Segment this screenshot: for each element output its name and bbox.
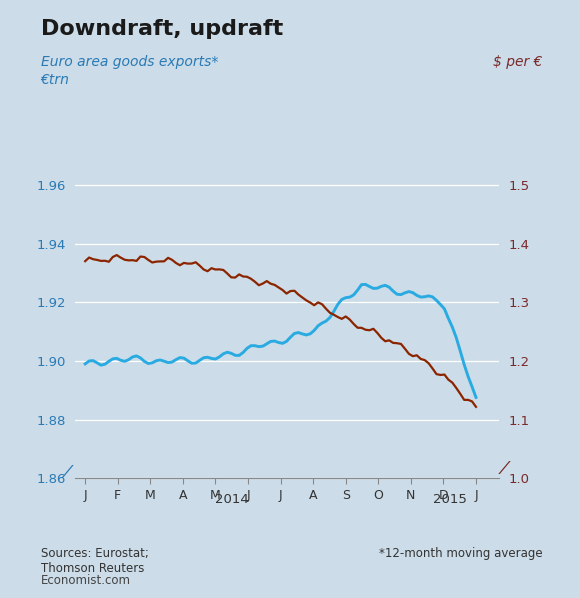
- Text: Sources: Eurostat;
Thomson Reuters: Sources: Eurostat; Thomson Reuters: [41, 547, 148, 575]
- Text: ⁄: ⁄: [66, 463, 69, 481]
- Text: 2015: 2015: [433, 493, 467, 506]
- Text: *12-month moving average: *12-month moving average: [379, 547, 542, 560]
- Text: Downdraft, updraft: Downdraft, updraft: [41, 19, 283, 39]
- Text: €trn: €trn: [41, 73, 70, 87]
- Text: Euro area goods exports*: Euro area goods exports*: [41, 55, 218, 69]
- Text: $ per €: $ per €: [493, 55, 542, 69]
- Text: 2014: 2014: [215, 493, 249, 506]
- Text: ⁄: ⁄: [503, 460, 506, 478]
- Text: Economist.com: Economist.com: [41, 574, 130, 587]
